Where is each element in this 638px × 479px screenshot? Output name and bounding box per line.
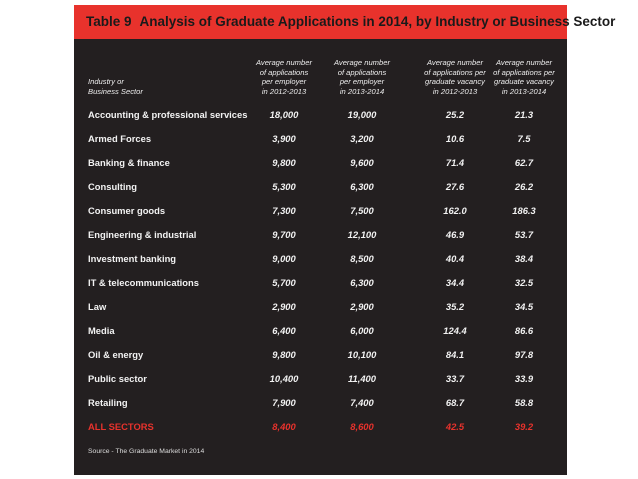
value-cell: 6,300 (350, 277, 374, 288)
table-row: Consulting 5,300 6,300 27.6 26.2 (74, 175, 567, 199)
sector-cell: Investment banking (88, 253, 177, 264)
value-cell: 62.7 (514, 157, 534, 168)
header-applications-per-vacancy-2012-2013: Average number of applications per gradu… (424, 58, 486, 96)
header-applications-per-employer-2013-2014: Average number of applications per emplo… (333, 58, 390, 96)
value-cell: 34.4 (445, 277, 465, 288)
value-cell: 97.8 (514, 349, 534, 360)
value-cell: 34.5 (514, 301, 534, 312)
value-cell: 2,900 (350, 301, 374, 312)
value-cell: 68.7 (445, 397, 465, 408)
header-applications-per-employer-2012-2013: Average number of applications per emplo… (255, 58, 312, 96)
sector-cell: Armed Forces (88, 133, 152, 144)
value-cell: 84.1 (445, 349, 465, 360)
value-cell: 35.2 (445, 301, 465, 312)
sector-cell: Banking & finance (88, 157, 170, 168)
sector-cell: Consulting (88, 181, 137, 192)
value-cell: 27.6 (445, 181, 465, 192)
value-cell: 46.9 (445, 229, 465, 240)
value-cell: 6,000 (350, 325, 374, 336)
value-cell: 5,300 (272, 181, 296, 192)
value-cell: 9,800 (272, 157, 296, 168)
total-value-cell: 42.5 (445, 421, 465, 432)
value-cell: 7,900 (272, 397, 296, 408)
sector-cell: Retailing (88, 397, 128, 408)
sector-cell: Media (88, 325, 115, 336)
value-cell: 9,700 (272, 229, 296, 240)
table-title: Analysis of Graduate Applications in 201… (139, 14, 616, 29)
total-sector-cell: ALL SECTORS (88, 421, 154, 432)
value-cell: 6,300 (350, 181, 374, 192)
sector-cell: Consumer goods (88, 205, 166, 216)
value-cell: 10,400 (269, 373, 299, 384)
value-cell: 18,000 (269, 109, 299, 120)
table-row: Public sector 10,400 11,400 33.7 33.9 (74, 367, 567, 391)
source-note: Source - The Graduate Market in 2014 (88, 448, 205, 455)
table-row: Banking & finance 9,800 9,600 71.4 62.7 (74, 151, 567, 175)
value-cell: 9,800 (272, 349, 296, 360)
value-cell: 38.4 (514, 253, 534, 264)
sector-cell: Law (88, 301, 107, 312)
value-cell: 71.4 (445, 157, 465, 168)
table-row: Armed Forces 3,900 3,200 10.6 7.5 (74, 127, 567, 151)
data-table-panel: Table 9 Analysis of Graduate Applications… (74, 5, 615, 475)
value-cell: 25.2 (445, 109, 465, 120)
value-cell: 10,100 (347, 349, 377, 360)
value-cell: 58.8 (514, 397, 534, 408)
value-cell: 7,500 (350, 205, 374, 216)
sector-cell: Public sector (88, 373, 147, 384)
value-cell: 11,400 (348, 373, 376, 384)
table-row: IT & telecommunications 5,700 6,300 34.4… (74, 271, 567, 295)
table-row: Oil & energy 9,800 10,100 84.1 97.8 (74, 343, 567, 367)
value-cell: 186.3 (512, 205, 536, 216)
value-cell: 8,500 (350, 253, 374, 264)
total-row: ALL SECTORS 8,400 8,600 42.5 39.2 (74, 415, 567, 439)
table-row: Accounting & professional services 18,00… (74, 103, 567, 127)
sector-cell: IT & telecommunications (88, 277, 199, 288)
value-cell: 7.5 (517, 133, 531, 144)
header-sector: Industry or Business Sector (88, 77, 143, 96)
value-cell: 3,900 (272, 133, 296, 144)
table-row: Retailing 7,900 7,400 68.7 58.8 (74, 391, 567, 415)
value-cell: 53.7 (514, 229, 534, 240)
value-cell: 9,000 (272, 253, 296, 264)
value-cell: 10.6 (445, 133, 465, 144)
table-title-bar: Table 9 Analysis of Graduate Applications… (74, 5, 615, 39)
value-cell: 40.4 (445, 253, 465, 264)
value-cell: 86.6 (514, 325, 534, 336)
table-number: Table 9 (86, 14, 132, 29)
header-applications-per-vacancy-2013-2014: Average number of applications per gradu… (493, 58, 555, 96)
value-cell: 19,000 (347, 109, 377, 120)
value-cell: 5,700 (272, 277, 296, 288)
value-cell: 32.5 (514, 277, 534, 288)
total-value-cell: 8,400 (272, 421, 296, 432)
value-cell: 162.0 (443, 205, 467, 216)
value-cell: 6,400 (272, 325, 296, 336)
value-cell: 12,100 (347, 229, 377, 240)
value-cell: 9,600 (350, 157, 374, 168)
value-cell: 124.4 (443, 325, 467, 336)
table-row: Law 2,900 2,900 35.2 34.5 (74, 295, 567, 319)
sector-cell: Accounting & professional services (88, 109, 248, 120)
table-row: Media 6,400 6,000 124.4 86.6 (74, 319, 567, 343)
value-cell: 7,400 (350, 397, 374, 408)
value-cell: 2,900 (272, 301, 296, 312)
sector-cell: Engineering & industrial (88, 229, 197, 240)
table-row: Engineering & industrial 9,700 12,100 46… (74, 223, 567, 247)
value-cell: 26.2 (514, 181, 534, 192)
total-value-cell: 8,600 (350, 421, 374, 432)
table-row: Consumer goods 7,300 7,500 162.0 186.3 (74, 199, 567, 223)
total-value-cell: 39.2 (514, 421, 534, 432)
value-cell: 3,200 (350, 133, 374, 144)
sector-cell: Oil & energy (88, 349, 144, 360)
value-cell: 33.7 (445, 373, 465, 384)
value-cell: 21.3 (514, 109, 534, 120)
table-row: Investment banking 9,000 8,500 40.4 38.4 (74, 247, 567, 271)
value-cell: 33.9 (514, 373, 534, 384)
value-cell: 7,300 (272, 205, 296, 216)
